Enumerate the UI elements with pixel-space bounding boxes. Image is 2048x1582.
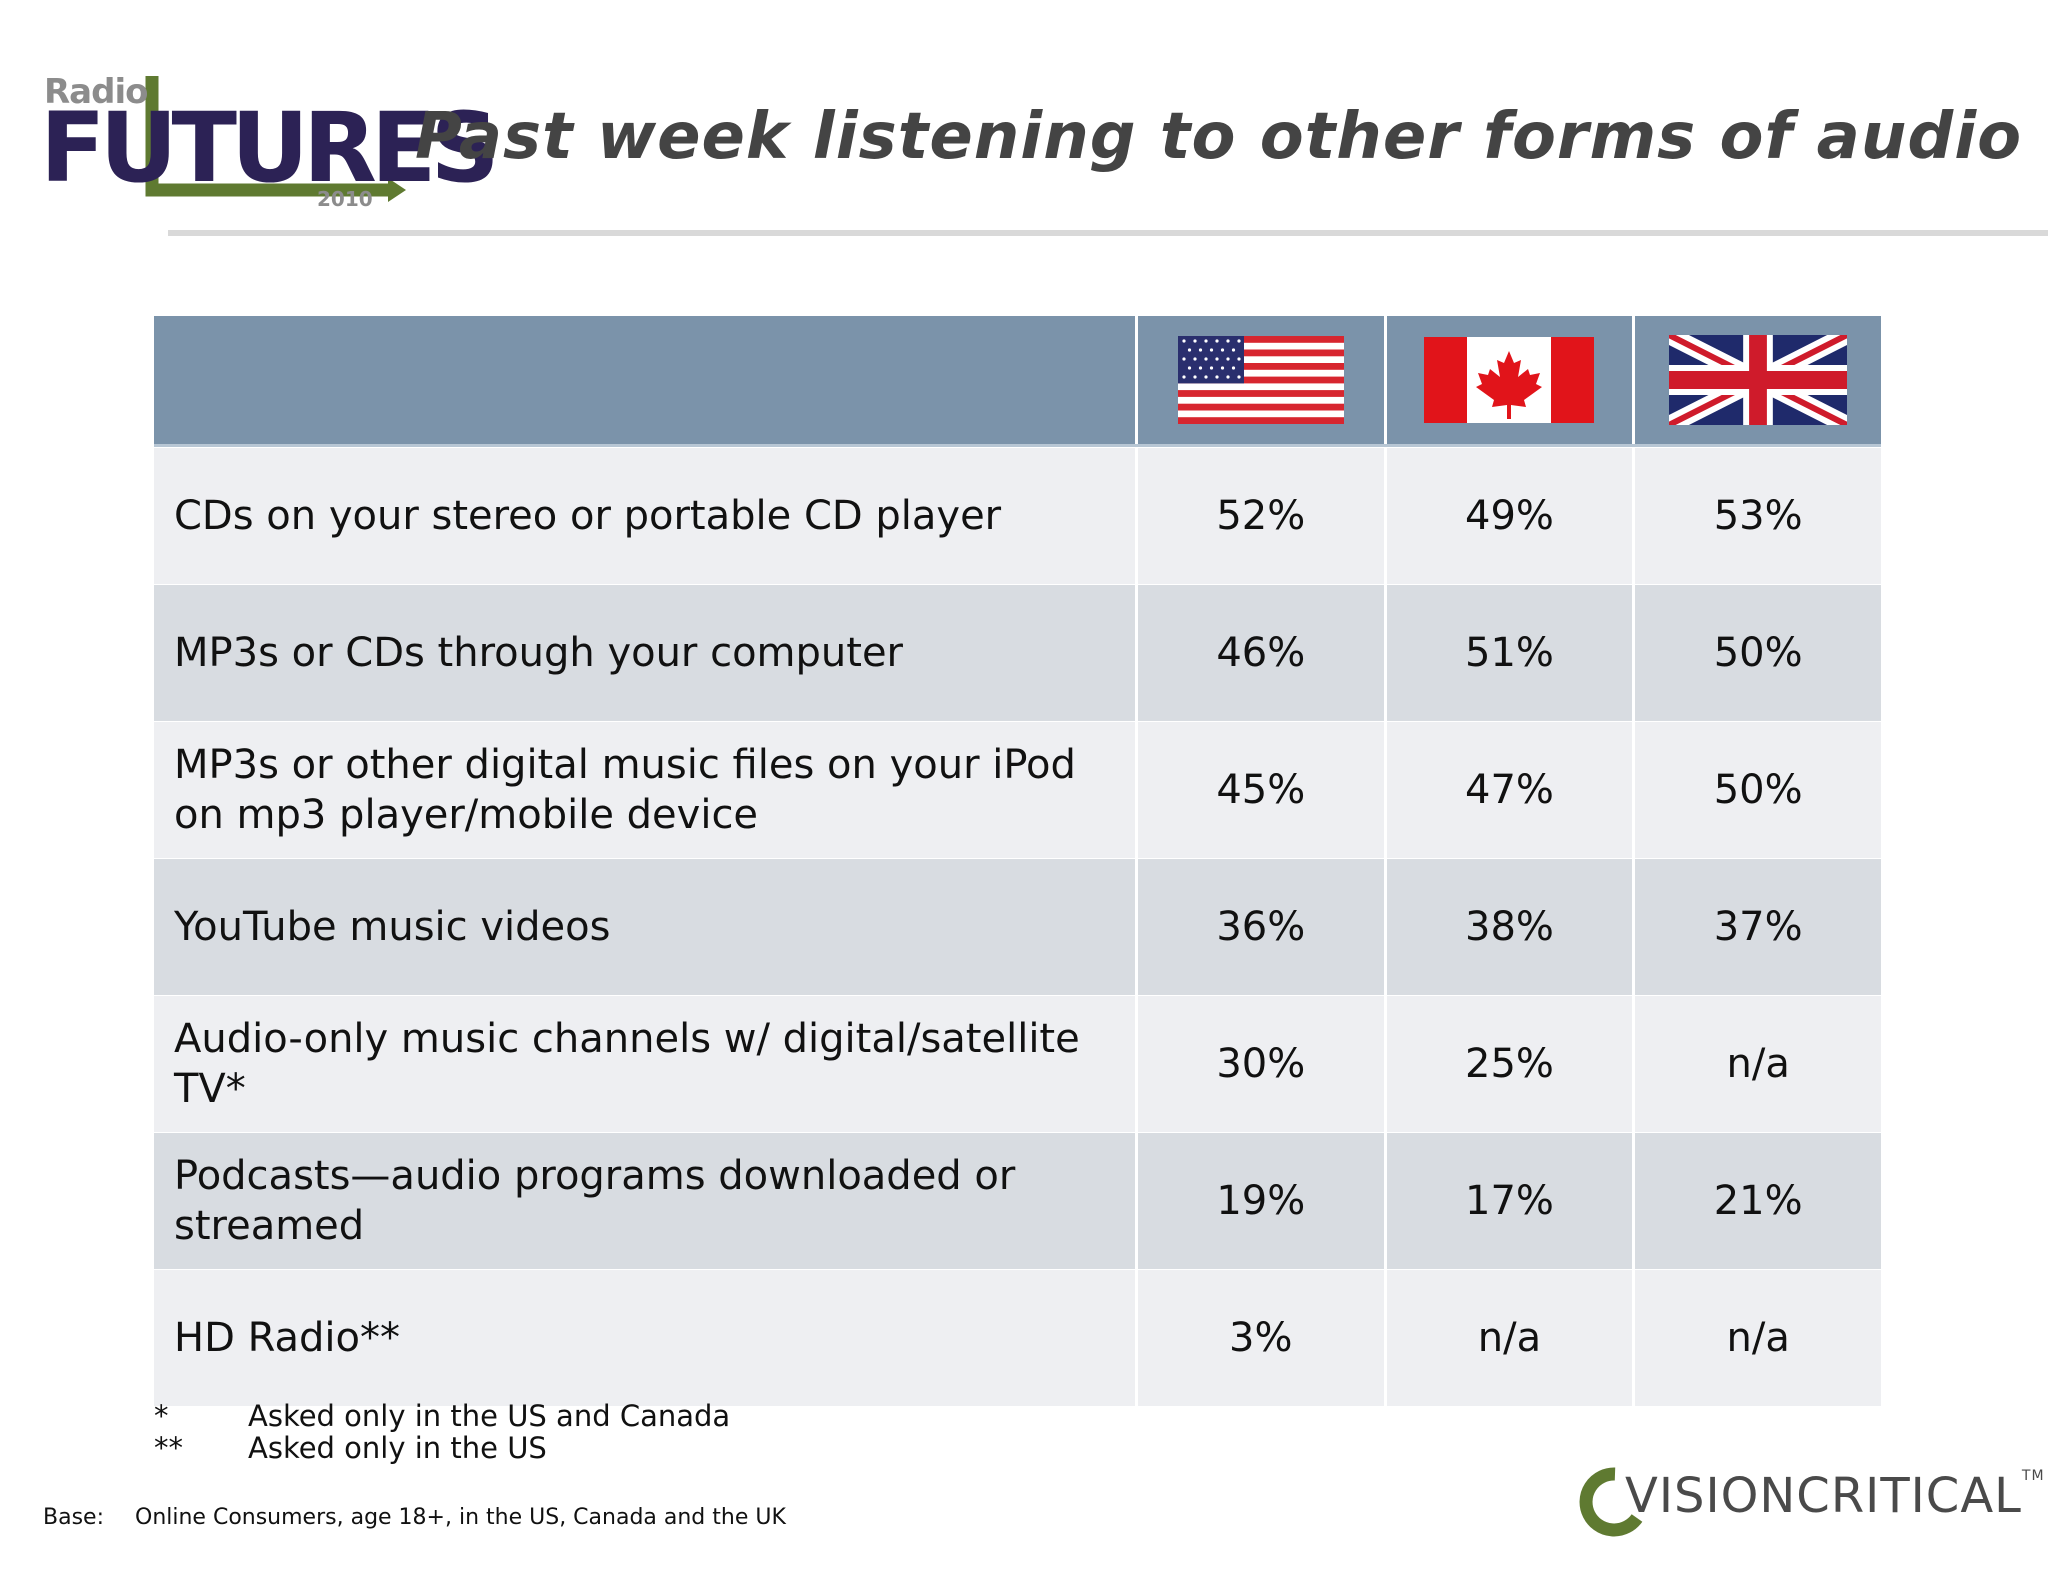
- value-cell-us: 45%: [1134, 722, 1384, 858]
- listening-table: CDs on your stereo or portable CD player…: [154, 316, 1881, 1406]
- us-flag-icon: [1177, 336, 1344, 424]
- uk-flag-icon: [1669, 335, 1848, 425]
- logo-year-text: 2010: [317, 187, 373, 211]
- header-us: [1134, 316, 1384, 444]
- value-cell-uk: 50%: [1632, 585, 1881, 721]
- value-cell-us: 52%: [1134, 448, 1384, 584]
- row-label: CDs on your stereo or portable CD player: [174, 493, 1002, 539]
- value-cell-us: 3%: [1134, 1270, 1384, 1406]
- base-label: Base:: [43, 1505, 104, 1530]
- table-row: Podcasts—audio programs downloaded or st…: [154, 1132, 1881, 1269]
- footnote-2: ** Asked only in the US: [154, 1432, 730, 1464]
- header-canada: [1383, 316, 1633, 444]
- row-label: MP3s or other digital music files on you…: [174, 742, 1076, 838]
- value-cell-us: 46%: [1134, 585, 1384, 721]
- footnote-mark: **: [154, 1431, 183, 1465]
- value-cell-uk: n/a: [1632, 1270, 1881, 1406]
- brand-name: VISIONCRITICAL: [1625, 1468, 2022, 1524]
- value-cell-uk: 50%: [1632, 722, 1881, 858]
- value-cell-canada: 51%: [1383, 585, 1633, 721]
- value-cell-us: 19%: [1134, 1133, 1384, 1269]
- row-label: Audio-only music channels w/ digital/sat…: [174, 1016, 1080, 1112]
- row-label: HD Radio**: [174, 1315, 400, 1361]
- value-cell-canada: 25%: [1383, 996, 1633, 1132]
- footnote-text: Asked only in the US and Canada: [248, 1399, 731, 1433]
- logo-radio-text: Radio: [44, 72, 148, 112]
- visioncritical-swirl-icon: [1579, 1467, 1643, 1537]
- footnote-mark: *: [154, 1399, 169, 1433]
- value-cell-uk: n/a: [1632, 996, 1881, 1132]
- value-cell-canada: n/a: [1383, 1270, 1633, 1406]
- radio-futures-logo: Radio FUTURES 2010: [40, 72, 500, 222]
- header-label-cell: [154, 316, 1135, 444]
- base-note: Base: Online Consumers, age 18+, in the …: [43, 1505, 786, 1530]
- table-row: Audio-only music channels w/ digital/sat…: [154, 995, 1881, 1132]
- header-uk: [1632, 316, 1881, 444]
- table-body: CDs on your stereo or portable CD player…: [154, 447, 1881, 1406]
- value-cell-us: 30%: [1134, 996, 1384, 1132]
- row-label: Podcasts—audio programs downloaded or st…: [174, 1153, 1016, 1249]
- footnote-1: * Asked only in the US and Canada: [154, 1400, 730, 1432]
- table-row: YouTube music videos 36% 38% 37%: [154, 858, 1881, 995]
- value-cell-uk: 37%: [1632, 859, 1881, 995]
- visioncritical-wordmark: VISIONCRITICALTM: [1625, 1468, 2045, 1524]
- table-row: MP3s or CDs through your computer 46% 51% 5…: [154, 584, 1881, 721]
- value-cell-us: 36%: [1134, 859, 1384, 995]
- footnote-text: Asked only in the US: [248, 1431, 547, 1465]
- value-cell-uk: 21%: [1632, 1133, 1881, 1269]
- logo-arrow-icon: [145, 76, 406, 202]
- visioncritical-logo: VISIONCRITICALTM: [1575, 1460, 2044, 1550]
- row-label: YouTube music videos: [174, 904, 611, 950]
- brand-tm: TM: [2021, 1468, 2045, 1484]
- title-divider: [168, 230, 2048, 236]
- slide-title: Past week listening to other forms of au…: [415, 100, 2023, 174]
- footnotes: * Asked only in the US and Canada ** Ask…: [154, 1400, 730, 1464]
- table-header: [154, 316, 1881, 444]
- value-cell-uk: 53%: [1632, 448, 1881, 584]
- table-row: CDs on your stereo or portable CD player…: [154, 447, 1881, 584]
- header-separator: [154, 444, 1881, 447]
- value-cell-canada: 47%: [1383, 722, 1633, 858]
- value-cell-canada: 49%: [1383, 448, 1633, 584]
- table-row: HD Radio** 3% n/a n/a: [154, 1269, 1881, 1406]
- canada-flag-icon: [1424, 337, 1595, 423]
- row-label: MP3s or CDs through your computer: [174, 630, 904, 676]
- table-row: MP3s or other digital music files on you…: [154, 721, 1881, 858]
- base-text: Online Consumers, age 18+, in the US, Ca…: [135, 1505, 786, 1530]
- value-cell-canada: 17%: [1383, 1133, 1633, 1269]
- value-cell-canada: 38%: [1383, 859, 1633, 995]
- logo-futures-text: FUTURES: [40, 92, 500, 204]
